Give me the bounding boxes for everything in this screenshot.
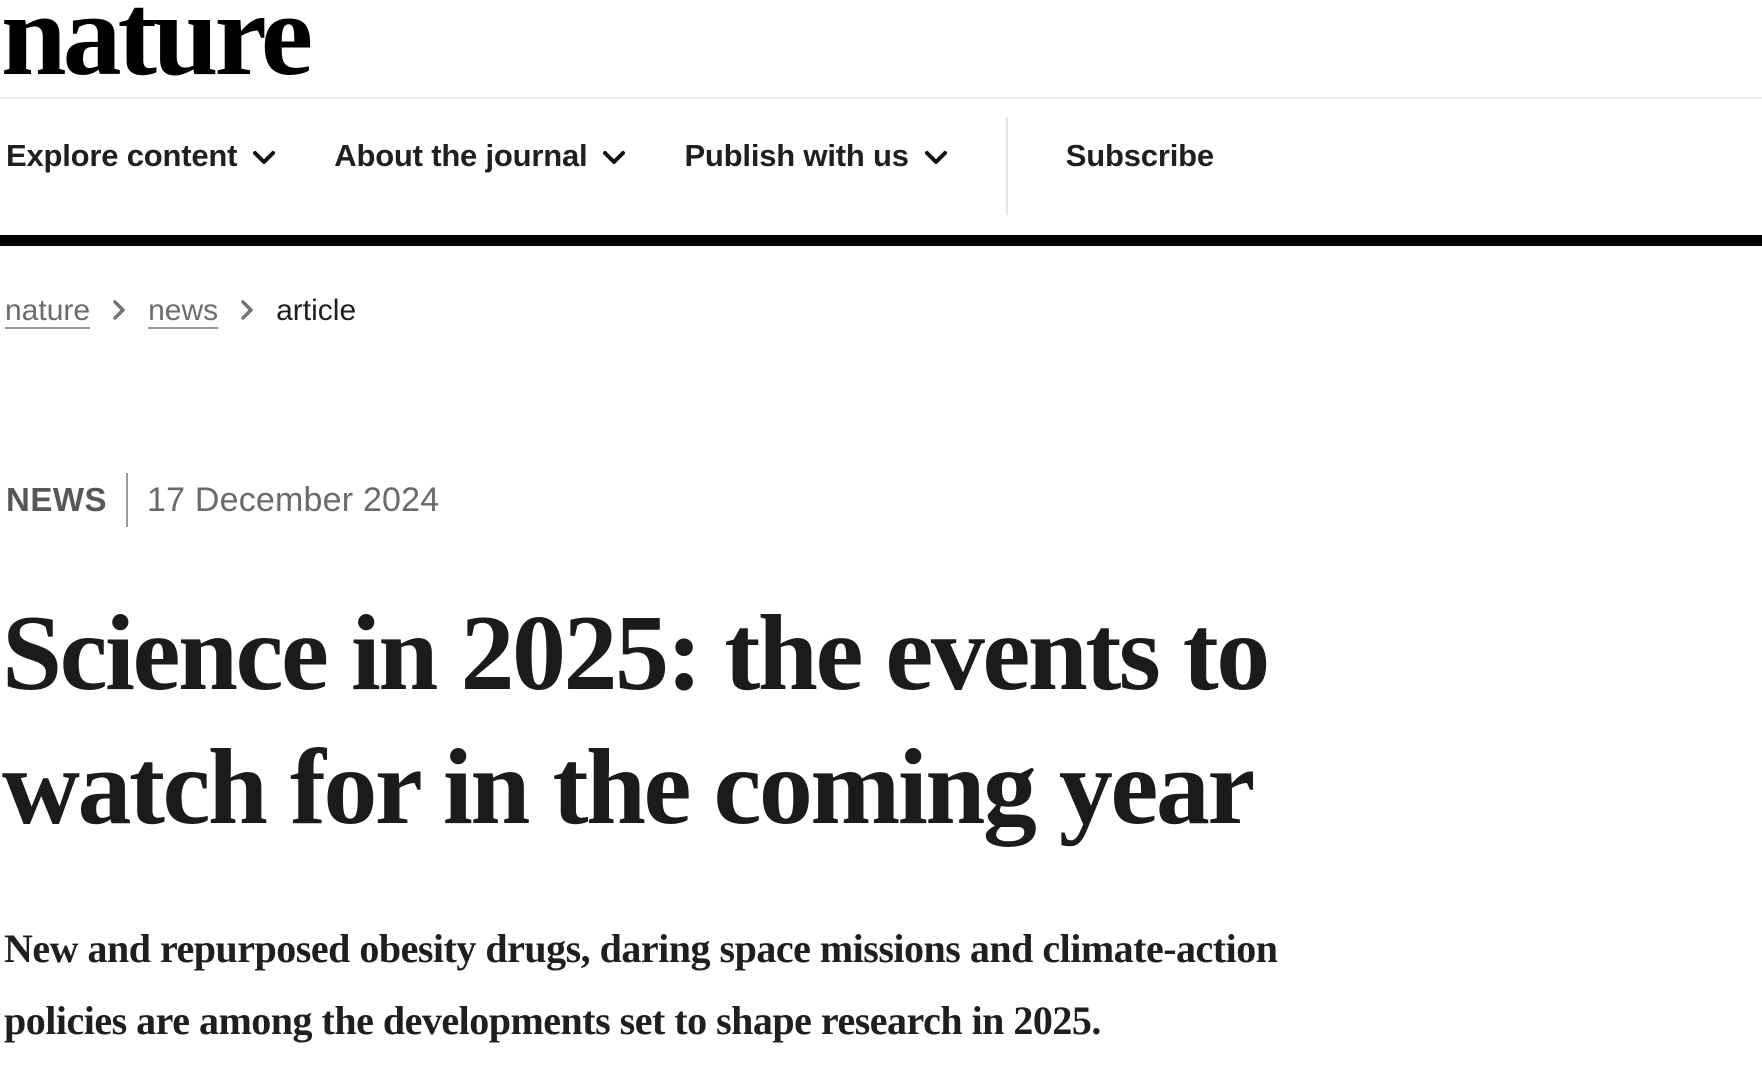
article-title: Science in 2025: the events to watch for… — [2, 587, 1762, 855]
nav-about-the-journal-label: About the journal — [334, 138, 588, 173]
nav-divider — [1005, 117, 1008, 215]
masthead: nature — [0, 0, 1762, 99]
nav-publish-with-us-label: Publish with us — [684, 138, 909, 173]
chevron-down-icon — [252, 138, 276, 174]
header-rule — [0, 235, 1762, 246]
nav-subscribe[interactable]: Subscribe — [1066, 138, 1214, 174]
article-meta: NEWS 17 December 2024 — [6, 473, 1762, 527]
main-nav: Explore content About the journal Publis… — [0, 99, 1762, 235]
publish-date: 17 December 2024 — [147, 480, 440, 519]
chevron-down-icon — [602, 138, 626, 174]
article-title-line-2: watch for in the coming year — [2, 728, 1255, 847]
breadcrumb-link-news[interactable]: news — [148, 293, 219, 327]
breadcrumb: nature news article — [5, 292, 1762, 329]
breadcrumb-link-nature[interactable]: nature — [5, 293, 91, 327]
chevron-right-icon — [112, 295, 126, 329]
article-standfirst-line-2: policies are among the developments set … — [4, 998, 1101, 1043]
nav-publish-with-us[interactable]: Publish with us — [684, 138, 947, 174]
nav-subscribe-label: Subscribe — [1065, 138, 1214, 173]
article-main: nature news article NEWS 17 December 202… — [0, 292, 1762, 1057]
article-standfirst-line-1: New and repurposed obesity drugs, daring… — [4, 926, 1278, 971]
nav-explore-content[interactable]: Explore content — [6, 138, 276, 174]
article-standfirst: New and repurposed obesity drugs, daring… — [4, 913, 1762, 1057]
nav-explore-content-label: Explore content — [6, 138, 238, 173]
news-kicker: NEWS — [6, 481, 107, 518]
chevron-down-icon — [924, 138, 948, 174]
chevron-right-icon — [240, 295, 254, 329]
meta-divider — [126, 473, 128, 527]
article-title-line-1: Science in 2025: the events to — [2, 594, 1270, 713]
nature-logo[interactable]: nature — [1, 0, 313, 99]
nav-about-the-journal[interactable]: About the journal — [334, 138, 626, 174]
breadcrumb-current-article: article — [276, 293, 357, 327]
